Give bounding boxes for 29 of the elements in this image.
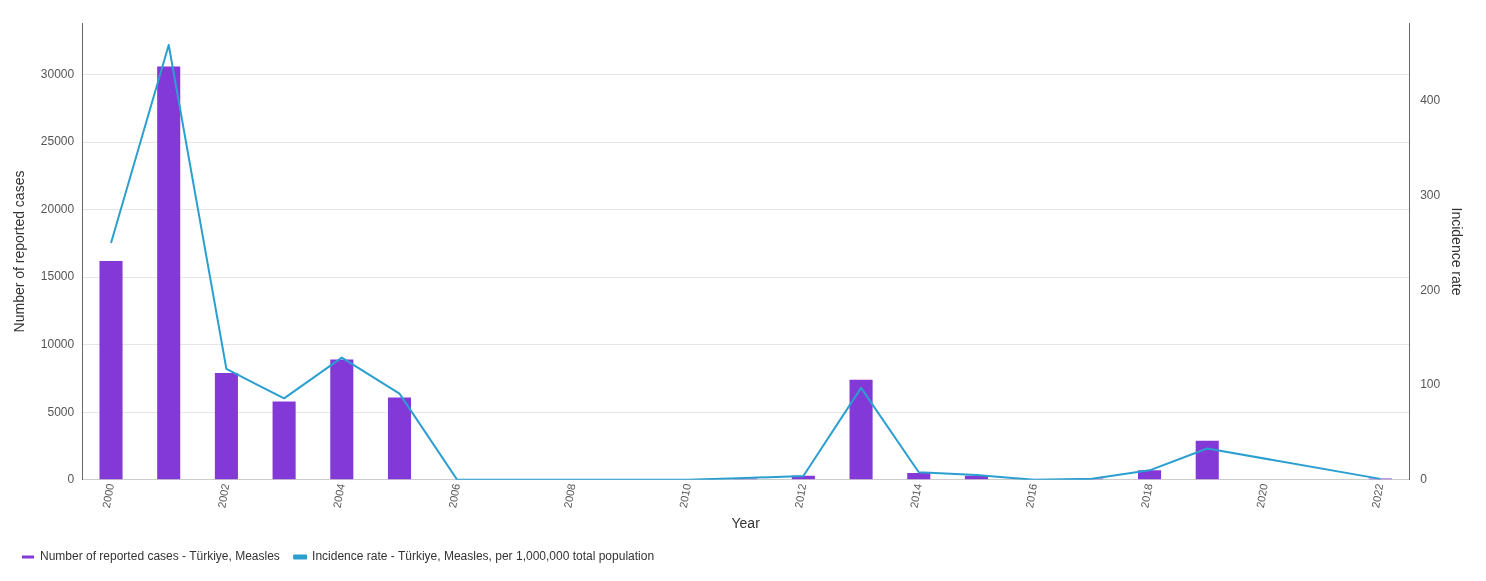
y2-axis-title: Incidence rate bbox=[1448, 207, 1465, 296]
x-tick-label: 2004 bbox=[330, 482, 347, 509]
x-tick-label: 2006 bbox=[446, 482, 463, 509]
x-tick-label: 2000 bbox=[99, 482, 116, 509]
y-tick-label: 10000 bbox=[40, 337, 75, 352]
y-tick-label: 25000 bbox=[40, 134, 75, 149]
y-tick-label: 5000 bbox=[47, 404, 75, 419]
y-tick-label: 20000 bbox=[40, 201, 75, 216]
x-axis-title: Year bbox=[731, 515, 761, 532]
x-tick-label: 2008 bbox=[561, 482, 578, 509]
x-tick-label: 2016 bbox=[1023, 482, 1040, 509]
y2-tick-label: 200 bbox=[1420, 282, 1441, 297]
x-tick-label: 2010 bbox=[676, 482, 693, 509]
y-tick-label: 15000 bbox=[40, 269, 75, 284]
legend-label: Number of reported cases - Türkiye, Measles bbox=[40, 549, 280, 564]
y2-tick-label: 300 bbox=[1420, 187, 1441, 202]
y-tick-label: 0 bbox=[67, 472, 75, 487]
y-tick-label: 30000 bbox=[40, 66, 75, 81]
legend-label: Incidence rate - Türkiye, Measles, per 1,000,000 total population bbox=[312, 549, 655, 564]
y2-tick-label: 400 bbox=[1420, 93, 1441, 108]
y2-tick-label: 100 bbox=[1420, 377, 1441, 392]
x-tick-label: 2020 bbox=[1253, 482, 1270, 509]
x-tick-label: 2018 bbox=[1138, 482, 1155, 509]
y-axis-title: Number of reported cases bbox=[11, 170, 28, 333]
y2-tick-label: 0 bbox=[1420, 472, 1428, 487]
x-tick-label: 2012 bbox=[792, 482, 809, 509]
x-tick-label: 2014 bbox=[907, 482, 924, 509]
x-tick-label: 2002 bbox=[215, 482, 232, 509]
x-tick-label: 2022 bbox=[1369, 482, 1386, 509]
